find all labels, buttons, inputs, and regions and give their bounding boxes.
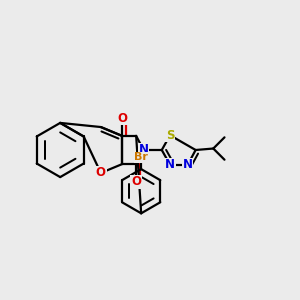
- Text: Br: Br: [134, 152, 148, 162]
- Text: N: N: [139, 143, 148, 157]
- Text: O: O: [96, 167, 106, 179]
- Text: N: N: [183, 158, 193, 171]
- Text: N: N: [165, 158, 175, 171]
- Text: S: S: [166, 129, 174, 142]
- Text: O: O: [117, 112, 127, 125]
- Text: O: O: [131, 175, 141, 188]
